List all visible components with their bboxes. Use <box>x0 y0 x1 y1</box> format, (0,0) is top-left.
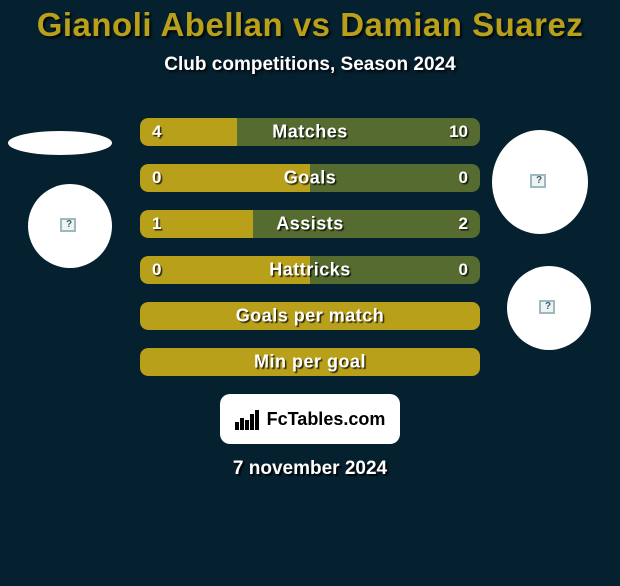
player-avatar <box>28 184 112 268</box>
brand-badge: FcTables.com <box>220 394 400 444</box>
placeholder-image-icon <box>539 300 555 314</box>
placeholder-image-icon <box>60 218 76 232</box>
stat-bar-left-value: 0 <box>152 168 161 188</box>
stat-bar-label: Min per goal <box>140 352 480 373</box>
stat-bar: Goals per match <box>140 302 480 330</box>
stat-bar-right-value: 0 <box>459 168 468 188</box>
brand-bars-icon <box>235 408 261 430</box>
stat-bar-left-value: 0 <box>152 260 161 280</box>
brand-text: FcTables.com <box>267 409 386 430</box>
date-text: 7 november 2024 <box>0 458 620 480</box>
stat-bar: Matches4 10 <box>140 118 480 146</box>
player-avatar <box>8 131 112 155</box>
subtitle: Club competitions, Season 2024 <box>0 54 620 76</box>
player-avatar <box>492 130 588 234</box>
stat-bar-right-value: 10 <box>449 122 468 142</box>
stat-bars: Matches410Goals00Assists12Hattricks00Goa… <box>140 118 480 376</box>
stat-bar: Min per goal <box>140 348 480 376</box>
placeholder-image-icon <box>530 174 546 188</box>
stat-bar-label: Hattricks <box>140 260 480 281</box>
stat-bar-label: Matches <box>140 122 480 143</box>
stat-bar: Hattricks0 0 <box>140 256 480 284</box>
player-avatar <box>507 266 591 350</box>
stat-bar: Goals0 0 <box>140 164 480 192</box>
comparison-title: Gianoli Abellan vs Damian Suarez <box>0 6 620 44</box>
stat-bar-right-value: 2 <box>459 214 468 234</box>
stat-bar-left-value: 1 <box>152 214 161 234</box>
stat-bar-label: Goals <box>140 168 480 189</box>
stat-bar: Assists1 2 <box>140 210 480 238</box>
stat-bar-label: Goals per match <box>140 306 480 327</box>
stat-bar-left-value: 4 <box>152 122 161 142</box>
stat-bar-right-value: 0 <box>459 260 468 280</box>
stat-bar-label: Assists <box>140 214 480 235</box>
